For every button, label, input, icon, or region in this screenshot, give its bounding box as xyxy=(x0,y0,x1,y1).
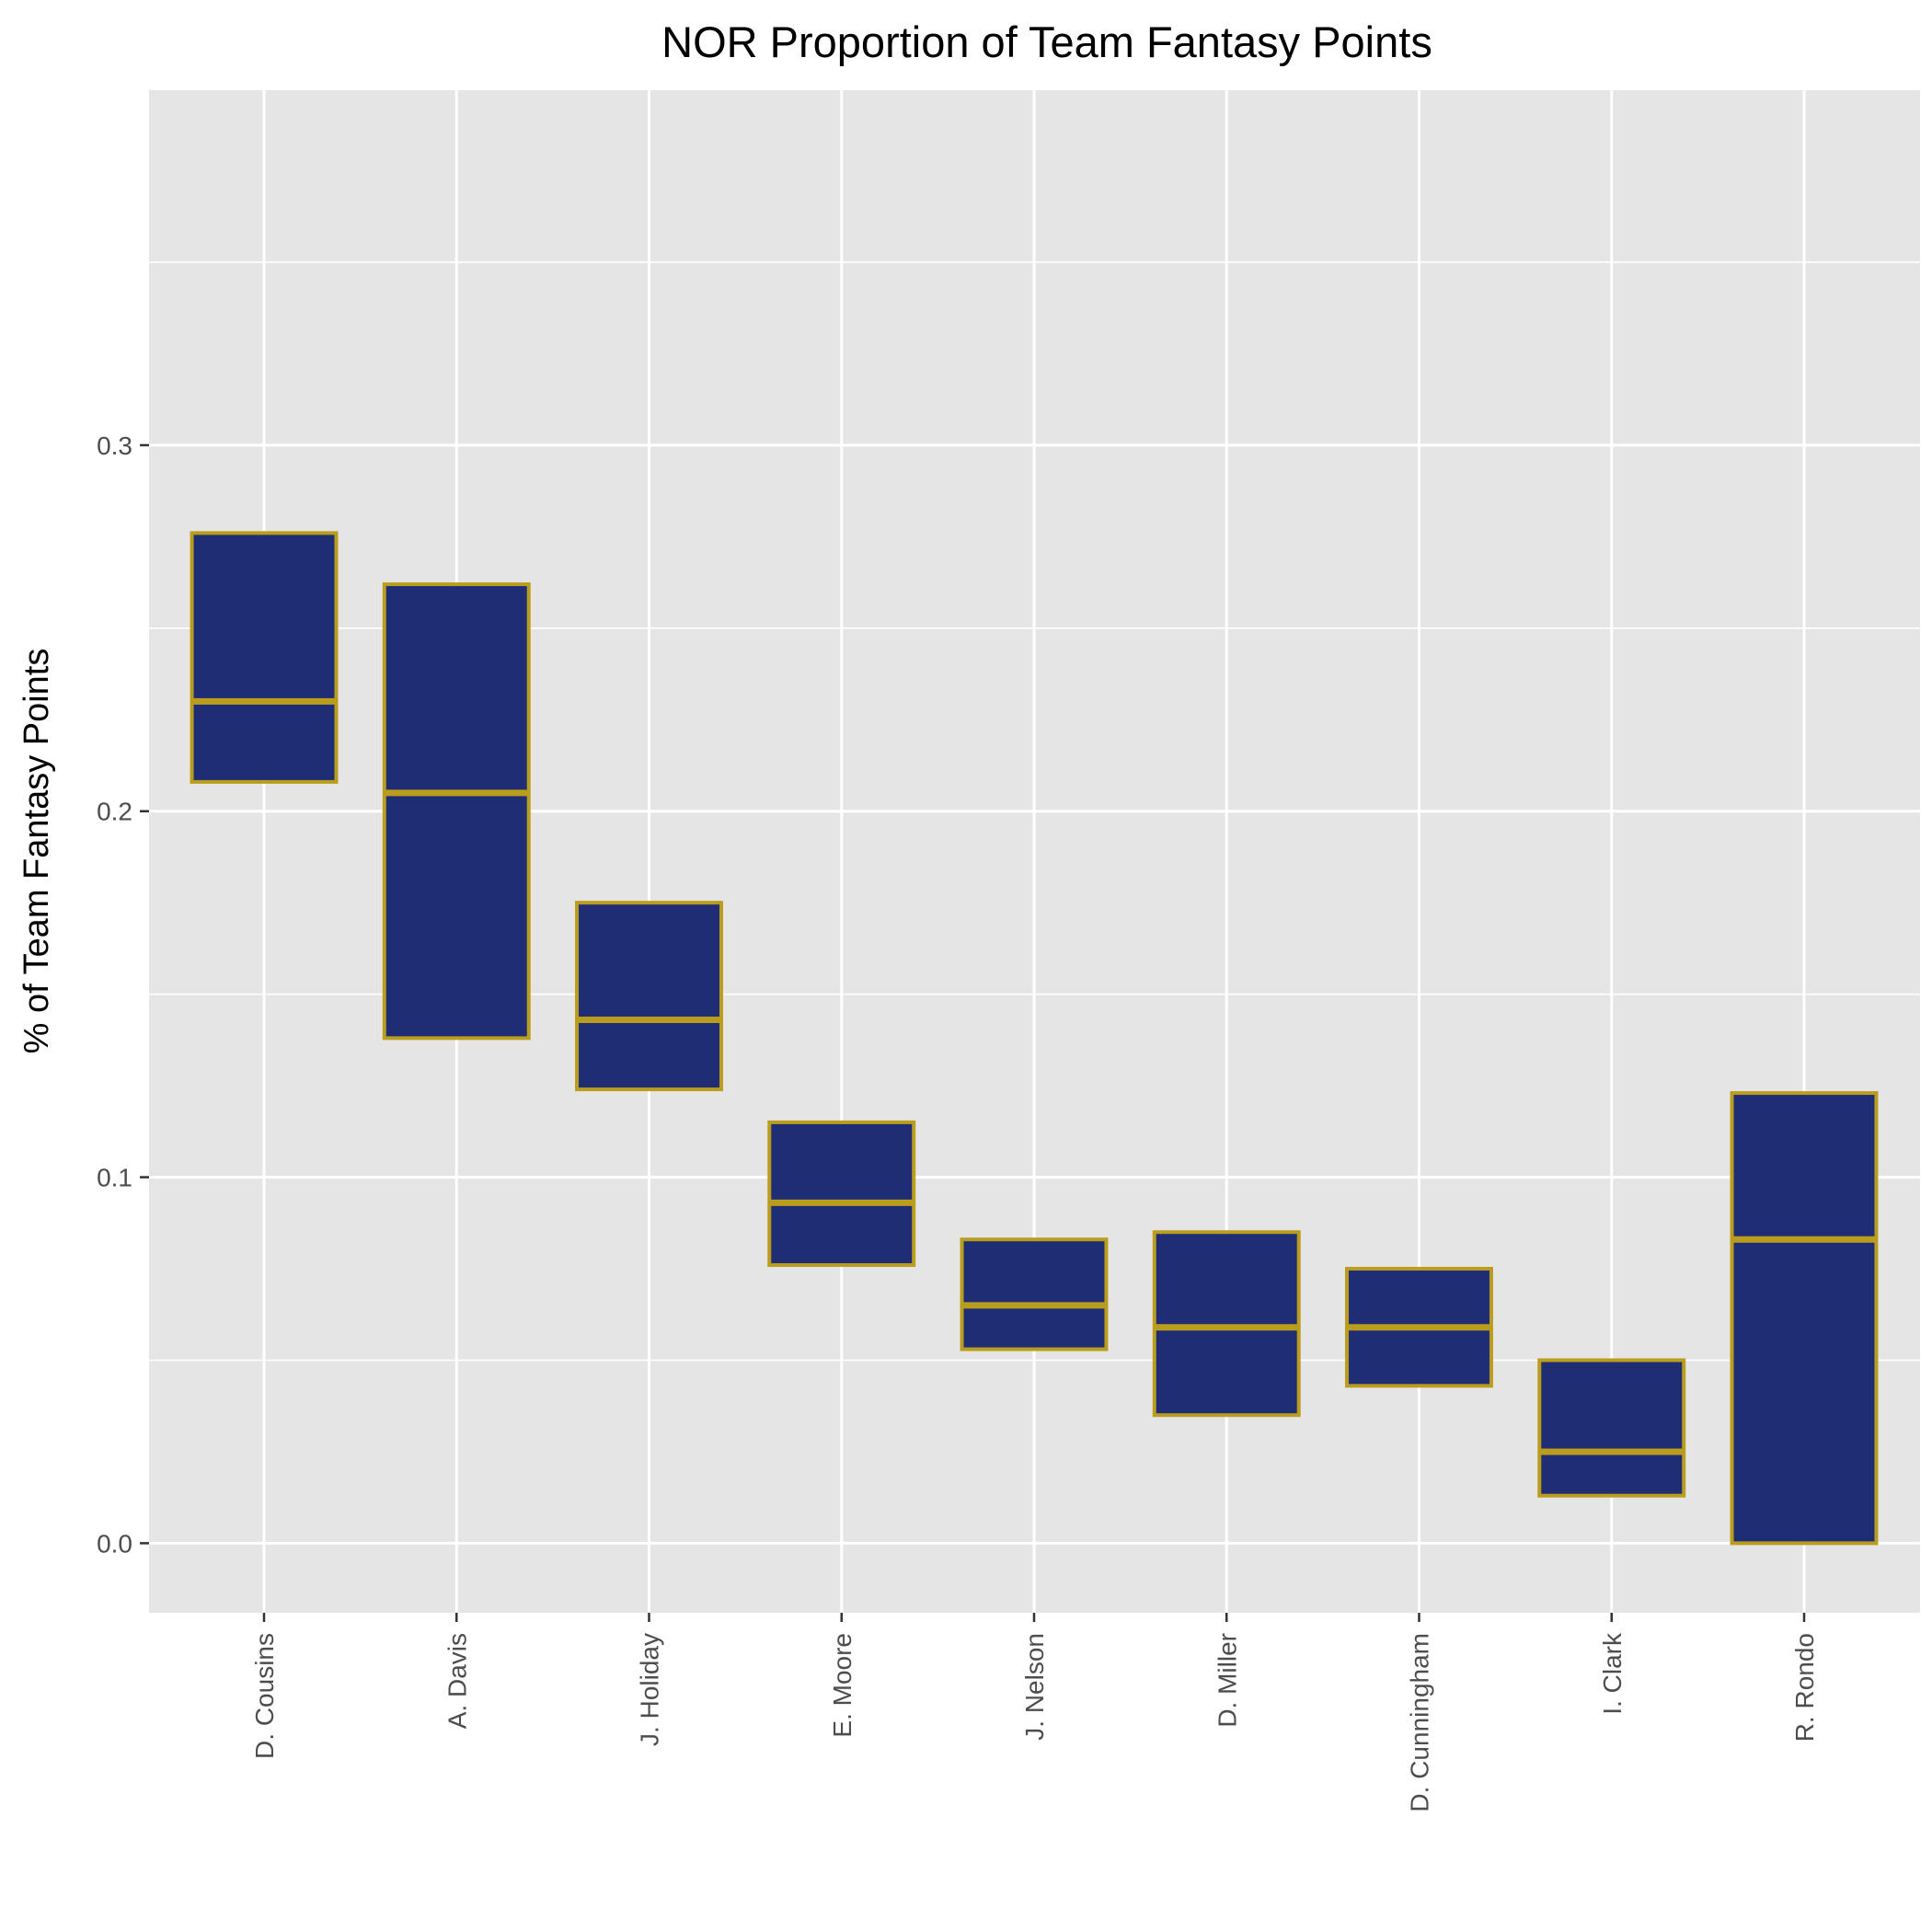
x-tick-label: J. Holiday xyxy=(636,1633,664,1746)
x-tick-label: D. Miller xyxy=(1213,1633,1241,1728)
box-2 xyxy=(382,582,531,1041)
boxes xyxy=(190,531,1879,1546)
x-tick-label: D. Cunningham xyxy=(1406,1633,1434,1812)
x-tick-label: R. Rondo xyxy=(1790,1633,1819,1742)
box-iqr xyxy=(382,582,531,1041)
x-tick-label: A. Davis xyxy=(443,1633,471,1729)
box-iqr xyxy=(1537,1358,1686,1498)
x-tick-label: D. Cousins xyxy=(250,1633,279,1759)
y-axis: 0.0 0.1 0.2 0.3 xyxy=(97,431,149,1558)
box-iqr xyxy=(1730,1091,1879,1546)
box-8 xyxy=(1537,1358,1686,1498)
box-7 xyxy=(1345,1267,1493,1388)
y-tick-label: 0.0 xyxy=(97,1529,132,1558)
box-iqr xyxy=(190,531,339,784)
y-tick-label: 0.1 xyxy=(97,1164,132,1192)
box-iqr xyxy=(767,1120,916,1268)
box-4 xyxy=(767,1120,916,1268)
box-6 xyxy=(1152,1230,1301,1418)
box-iqr xyxy=(1152,1230,1301,1418)
box-iqr xyxy=(960,1237,1109,1351)
box-5 xyxy=(960,1237,1109,1351)
box-iqr xyxy=(575,901,723,1092)
x-tick-label: J. Nelson xyxy=(1020,1633,1049,1741)
x-axis: D. Cousins A. Davis J. Holiday E. Moore J. N… xyxy=(250,1613,1819,1812)
x-tick-label: I. Clark xyxy=(1598,1632,1627,1715)
box-1 xyxy=(190,531,339,784)
y-tick-label: 0.3 xyxy=(97,431,132,460)
box-3 xyxy=(575,901,723,1092)
chart-title: NOR Proportion of Team Fantasy Points xyxy=(661,17,1432,66)
y-axis-title: % of Team Fantasy Points xyxy=(17,649,56,1054)
box-9 xyxy=(1730,1091,1879,1546)
x-tick-label: E. Moore xyxy=(828,1633,857,1738)
y-tick-label: 0.2 xyxy=(97,798,132,826)
